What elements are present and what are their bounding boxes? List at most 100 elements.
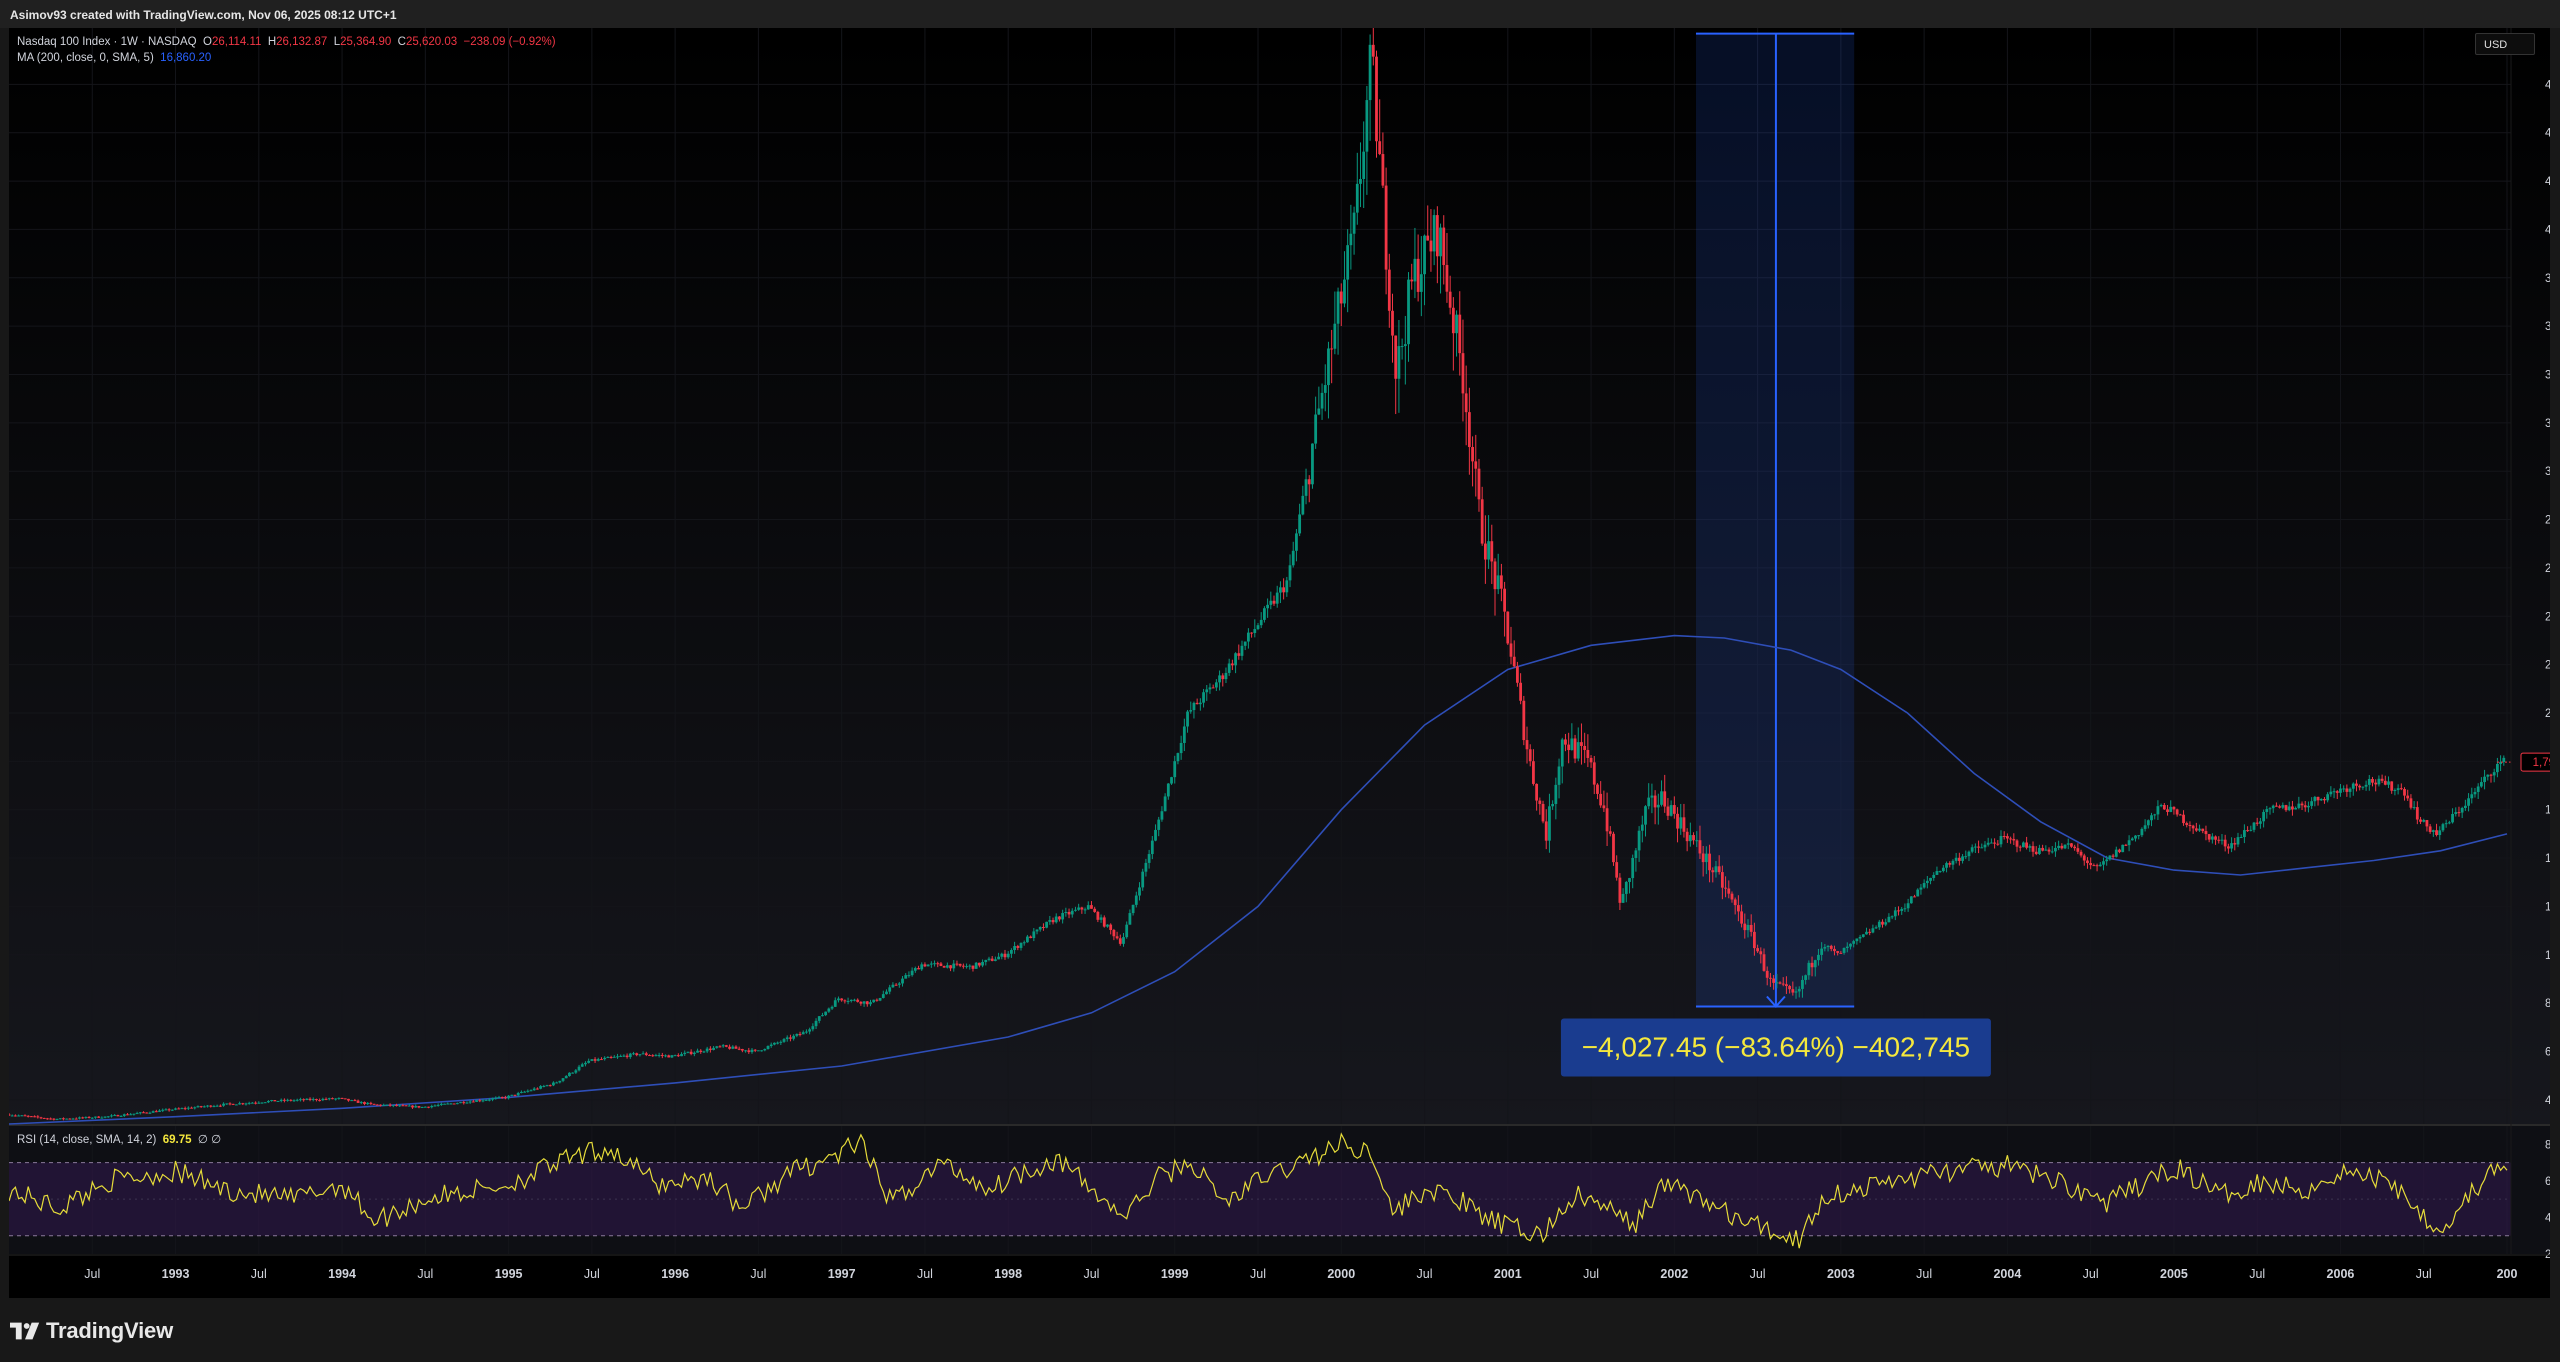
candle-body xyxy=(1397,346,1401,379)
candle-body xyxy=(1916,889,1920,897)
candle-body xyxy=(202,1106,206,1108)
candle-body xyxy=(1631,857,1635,879)
candle-body xyxy=(1263,608,1266,620)
candle-body xyxy=(1663,791,1667,807)
candle-body xyxy=(439,1103,443,1105)
candle-body xyxy=(2210,836,2214,840)
candle-body xyxy=(1179,742,1183,754)
candle-body xyxy=(1989,842,1993,844)
candle-body xyxy=(827,1008,831,1012)
candle-body xyxy=(2422,820,2426,822)
candle-body xyxy=(1922,883,1926,888)
tradingview-logo[interactable]: TradingView xyxy=(10,1318,173,1344)
candle-body xyxy=(174,1108,177,1110)
rsi-band-background xyxy=(9,1162,2511,1236)
candle-body xyxy=(1849,943,1852,947)
candle-body xyxy=(593,1059,597,1061)
candle-body xyxy=(1400,346,1404,348)
candle-body xyxy=(888,987,892,992)
candle-body xyxy=(1339,291,1343,304)
candle-body xyxy=(1509,643,1513,657)
candle-body xyxy=(1913,896,1916,898)
candle-body xyxy=(891,984,895,988)
candle-body xyxy=(798,1033,802,1035)
candle-body xyxy=(1125,924,1129,938)
candle-body xyxy=(1903,908,1907,910)
candle-body xyxy=(1279,587,1282,593)
candle-body xyxy=(196,1106,200,1108)
candle-body xyxy=(1977,846,1980,848)
candle-body xyxy=(1797,988,1801,992)
chart-frame[interactable]: −4,027.45 (−83.64%) −402,745 4,600.00 4,40… xyxy=(9,28,2550,1298)
candle-body xyxy=(1176,753,1180,762)
candle-body xyxy=(1788,986,1792,990)
candle-body xyxy=(2287,806,2291,811)
currency-button[interactable]: USD xyxy=(2475,33,2535,55)
candle-body xyxy=(2329,791,2333,795)
candle-body xyxy=(350,1100,354,1102)
candle-body xyxy=(1250,632,1253,634)
candle-body xyxy=(1323,385,1327,393)
candle-body xyxy=(2259,821,2262,824)
candle-body xyxy=(1157,819,1161,830)
candle-body xyxy=(2118,849,2121,853)
candle-body xyxy=(199,1106,203,1108)
candle-body xyxy=(404,1105,408,1107)
candle-body xyxy=(2358,785,2362,788)
candle-body xyxy=(2047,849,2051,852)
candle-body xyxy=(1375,56,1378,142)
candle-body xyxy=(1061,913,1065,920)
candle-body xyxy=(997,956,1000,960)
candle-body xyxy=(840,998,844,1001)
time-axis-label: Jul xyxy=(2083,1267,2099,1281)
candle-body xyxy=(215,1105,219,1107)
candle-body xyxy=(2374,782,2378,785)
candle-body xyxy=(2185,823,2189,825)
candle-body xyxy=(830,1006,834,1009)
candle-body xyxy=(1935,871,1939,875)
candle-body xyxy=(1836,951,1840,953)
candle-body xyxy=(1423,235,1426,275)
candle-body xyxy=(2082,855,2086,861)
candle-body xyxy=(1765,970,1769,978)
candle-body xyxy=(670,1055,674,1058)
candle-body xyxy=(2323,798,2326,801)
candle-body xyxy=(702,1051,706,1053)
candle-body xyxy=(769,1044,773,1046)
price-axis-label: 3,400.00 xyxy=(2545,369,2550,381)
candle-body xyxy=(1042,926,1045,928)
candle-body xyxy=(913,968,917,971)
candle-body xyxy=(2262,811,2266,822)
candle-body xyxy=(869,1002,872,1005)
candle-body xyxy=(1381,154,1385,186)
candle-body xyxy=(529,1090,533,1092)
candle-body xyxy=(71,1118,75,1120)
candle-body xyxy=(1496,575,1500,590)
candle-body xyxy=(2137,835,2141,837)
candle-body xyxy=(958,963,962,966)
candle-body xyxy=(1115,936,1119,939)
candle-body xyxy=(1016,946,1020,948)
candle-body xyxy=(177,1108,181,1110)
candle-body xyxy=(2383,780,2387,785)
candle-body xyxy=(1612,833,1615,863)
price-chart[interactable]: −4,027.45 (−83.64%) −402,745 4,600.00 4,40… xyxy=(9,28,2550,1298)
candle-body xyxy=(817,1016,821,1021)
candle-body xyxy=(1237,653,1241,656)
candle-body xyxy=(1134,895,1138,905)
candle-body xyxy=(1147,854,1151,863)
candle-body xyxy=(135,1113,139,1115)
candle-body xyxy=(270,1100,274,1102)
candle-body xyxy=(78,1117,81,1119)
candle-body xyxy=(1519,682,1523,701)
candle-body xyxy=(1589,757,1593,763)
candle-body xyxy=(1048,920,1052,922)
candle-body xyxy=(734,1046,738,1049)
candle-body xyxy=(315,1099,318,1101)
candle-body xyxy=(1067,911,1071,915)
candle-body xyxy=(1266,604,1270,609)
candle-body xyxy=(699,1050,703,1052)
candle-body xyxy=(1656,804,1660,808)
candle-body xyxy=(2467,798,2470,806)
candle-body xyxy=(660,1054,664,1056)
